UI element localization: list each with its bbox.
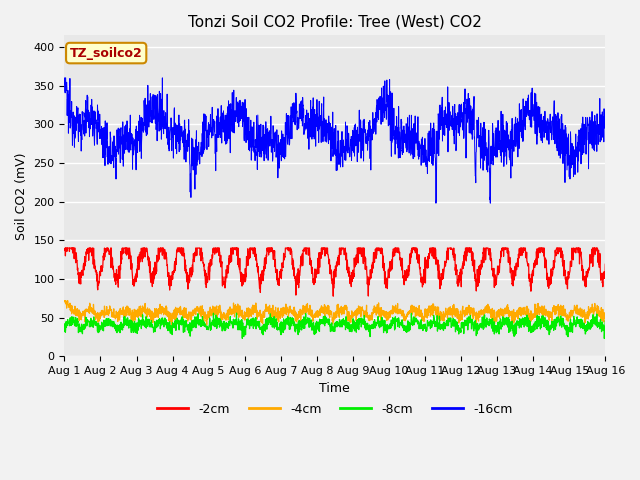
Y-axis label: Soil CO2 (mV): Soil CO2 (mV) [15,152,28,240]
Text: TZ_soilco2: TZ_soilco2 [70,47,143,60]
Legend: -2cm, -4cm, -8cm, -16cm: -2cm, -4cm, -8cm, -16cm [152,398,518,420]
Title: Tonzi Soil CO2 Profile: Tree (West) CO2: Tonzi Soil CO2 Profile: Tree (West) CO2 [188,15,482,30]
X-axis label: Time: Time [319,382,350,395]
